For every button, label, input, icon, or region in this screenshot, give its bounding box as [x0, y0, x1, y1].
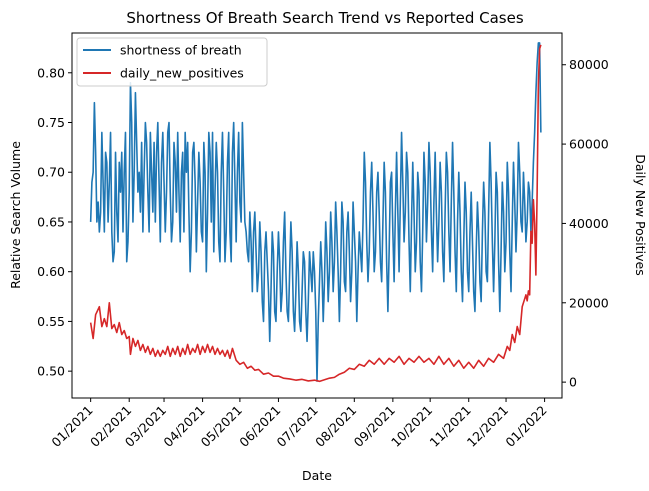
- x-tick-label: 05/2021: [198, 403, 245, 450]
- x-tick-label: 08/2021: [312, 403, 359, 450]
- right-y-tick-label: 20000: [569, 295, 609, 310]
- x-tick-label: 07/2021: [274, 403, 321, 450]
- right-y-tick-label: 80000: [569, 57, 609, 72]
- left-y-tick-label: 0.50: [37, 364, 65, 379]
- legend-label-shortness-of-breath: shortness of breath: [120, 43, 242, 58]
- left-y-tick-label: 0.55: [37, 314, 65, 329]
- x-tick-label: 01/2022: [502, 403, 549, 450]
- chart-title: Shortness Of Breath Search Trend vs Repo…: [126, 9, 523, 27]
- left-series-layer: [89, 42, 542, 382]
- right-y-axis: 0 20000 40000 60000 80000: [562, 57, 609, 390]
- legend-box: [76, 37, 268, 87]
- right-y-tick-label: 60000: [569, 137, 609, 152]
- left-y-axis-title: Relative Search Volume: [8, 141, 23, 289]
- left-y-tick-label: 0.75: [37, 115, 65, 130]
- right-y-axis-title: Daily New Positives: [633, 154, 648, 276]
- legend-label-daily-new-positives: daily_new_positives: [120, 66, 244, 81]
- left-y-tick-label: 0.70: [37, 165, 65, 180]
- series-line-shortness-of-breath: [89, 42, 542, 382]
- series-line-daily-new-positives: [89, 44, 542, 383]
- legend: shortness of breath daily_new_positives: [76, 37, 268, 87]
- left-y-tick-label: 0.65: [37, 214, 65, 229]
- x-axis-title: Date: [302, 468, 332, 483]
- left-y-tick-label: 0.80: [37, 65, 65, 80]
- x-tick-label: 10/2021: [388, 403, 435, 450]
- plot-frame: [71, 32, 563, 399]
- x-axis: 01/202102/202103/202104/202105/202106/20…: [48, 398, 550, 450]
- right-series-layer: [89, 44, 542, 383]
- plot-area: [89, 42, 542, 383]
- right-y-tick-label: 0: [569, 375, 577, 390]
- x-tick-label: 01/2021: [48, 403, 95, 450]
- left-y-tick-label: 0.60: [37, 264, 65, 279]
- x-tick-label: 12/2021: [464, 403, 511, 450]
- left-y-axis: 0.50 0.55 0.60 0.65 0.70 0.75 0.80: [37, 65, 72, 379]
- right-y-tick-label: 40000: [569, 216, 609, 231]
